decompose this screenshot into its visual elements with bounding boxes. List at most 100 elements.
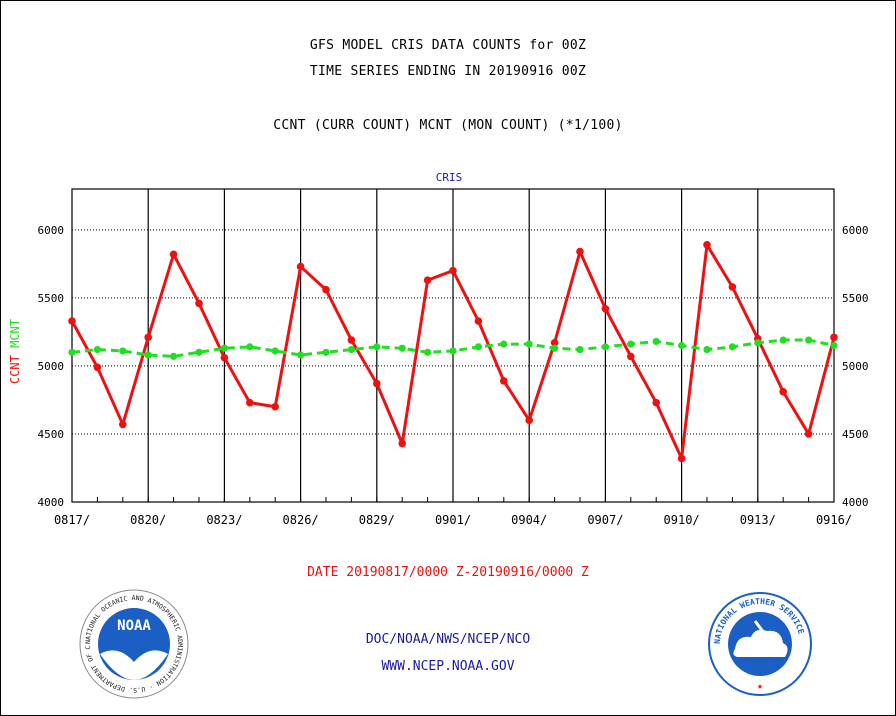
point-mcnt	[627, 340, 635, 348]
point-ccnt	[423, 276, 432, 284]
x-tick-label: 0817/	[54, 513, 90, 527]
point-ccnt	[322, 285, 330, 294]
y-tick-label-left: 5000	[38, 360, 65, 373]
point-ccnt	[93, 363, 102, 372]
x-tick-label: 0826/	[283, 513, 319, 527]
point-ccnt	[220, 353, 229, 362]
y-tick-label-right: 4000	[842, 496, 869, 509]
x-tick-label: 0829/	[359, 513, 395, 527]
point-ccnt	[550, 338, 559, 347]
point-mcnt	[347, 345, 355, 354]
point-ccnt	[804, 430, 813, 438]
point-mcnt	[576, 345, 584, 354]
point-ccnt	[296, 262, 305, 271]
point-mcnt	[678, 341, 686, 350]
point-mcnt	[830, 341, 838, 350]
point-ccnt	[246, 398, 254, 407]
y-tick-label-right: 5500	[842, 292, 869, 305]
y-tick-label-left: 4500	[38, 428, 65, 441]
nws-lightning	[753, 620, 773, 654]
x-tick-label: 0901/	[435, 513, 471, 527]
point-mcnt	[373, 343, 381, 351]
point-mcnt	[754, 339, 762, 347]
point-mcnt	[246, 343, 254, 351]
url-text: WWW.NCEP.NOAA.GOV	[381, 659, 515, 674]
point-mcnt	[220, 344, 228, 352]
point-mcnt	[119, 347, 127, 355]
point-ccnt	[373, 379, 381, 388]
point-ccnt	[271, 402, 280, 411]
point-ccnt	[627, 352, 635, 361]
y-tick-label-right: 5000	[842, 360, 869, 373]
chart-title-line1: GFS MODEL CRIS DATA COUNTS for 00Z	[309, 38, 587, 53]
y-tick-label-left: 5500	[38, 292, 65, 305]
point-ccnt	[576, 247, 584, 256]
point-ccnt	[830, 333, 838, 342]
point-mcnt	[297, 351, 305, 359]
point-ccnt	[728, 283, 737, 291]
point-ccnt	[119, 420, 127, 429]
point-ccnt	[779, 387, 787, 396]
point-mcnt	[525, 340, 533, 348]
y-axis-label-ccnt: CCNT	[8, 348, 22, 384]
point-mcnt	[398, 344, 406, 352]
nws-star-icon: ★	[757, 681, 763, 692]
point-mcnt	[424, 348, 432, 356]
date-range-text: DATE 20190817/0000 Z-20190916/0000 Z	[307, 565, 589, 580]
point-ccnt	[398, 439, 407, 448]
point-mcnt	[500, 340, 508, 348]
grid-lines	[72, 189, 834, 502]
point-ccnt	[601, 304, 610, 313]
point-ccnt	[68, 317, 76, 325]
point-ccnt	[347, 336, 356, 344]
y-axis-label: CCNT MCNT	[8, 319, 22, 384]
org-text: DOC/NOAA/NWS/NCEP/NCO	[365, 632, 531, 647]
point-mcnt	[652, 337, 660, 346]
point-ccnt	[449, 266, 457, 275]
tick-labels: 4000 4000 4500 4500 5000 5000 5500 5500 6000 6000…	[8, 224, 869, 527]
nws-logo: ★ NATIONAL WEATHER SERVICE	[708, 592, 812, 696]
point-ccnt	[474, 317, 483, 325]
point-mcnt	[144, 351, 152, 359]
y-tick-label-left: 6000	[38, 224, 65, 237]
point-ccnt	[652, 398, 660, 407]
point-ccnt	[500, 377, 508, 385]
x-tick-label: 0907/	[587, 513, 623, 527]
point-mcnt	[68, 348, 76, 356]
y-tick-label-right: 6000	[842, 224, 869, 237]
nws-cloud	[733, 629, 788, 657]
point-mcnt	[93, 345, 101, 354]
point-mcnt	[449, 347, 457, 355]
point-mcnt	[551, 344, 559, 352]
x-tick-label: 0913/	[740, 513, 776, 527]
point-mcnt	[170, 352, 178, 360]
point-mcnt	[805, 336, 813, 344]
point-mcnt	[322, 348, 330, 356]
point-ccnt	[677, 454, 686, 463]
date-range-label: DATE 20190817/0000 Z-20190916/0000 Z	[0, 565, 896, 580]
point-ccnt	[703, 240, 711, 249]
series-layer	[68, 240, 838, 463]
point-ccnt	[169, 250, 178, 259]
y-tick-label-right: 4500	[842, 428, 869, 441]
point-mcnt	[195, 348, 203, 356]
noaa-logo: NOAA NATIONAL OCEANIC AND ATMOSPHERIC AD…	[78, 588, 189, 699]
point-mcnt	[271, 347, 279, 355]
org-label: DOC/NOAA/NWS/NCEP/NCO	[0, 632, 896, 647]
chart-subtitle: CCNT (CURR COUNT) MCNT (MON COUNT) (*1/1…	[273, 118, 623, 133]
point-ccnt	[195, 299, 203, 308]
x-tick-label: 0820/	[130, 513, 166, 527]
x-tick-label: 0823/	[206, 513, 242, 527]
chart-title-line2: TIME SERIES ENDING IN 20190916 00Z	[309, 64, 587, 79]
point-mcnt	[779, 336, 787, 344]
x-tick-label: 0916/	[816, 513, 852, 527]
x-tick-label: 0904/	[511, 513, 547, 527]
plot-label: CRIS	[435, 171, 463, 184]
y-axis-label-mcnt: MCNT	[8, 319, 22, 348]
point-mcnt	[601, 343, 610, 351]
noaa-bird	[100, 650, 168, 680]
y-tick-label-left: 4000	[38, 496, 65, 509]
url-label: WWW.NCEP.NOAA.GOV	[0, 659, 896, 674]
x-tick-label: 0910/	[664, 513, 700, 527]
